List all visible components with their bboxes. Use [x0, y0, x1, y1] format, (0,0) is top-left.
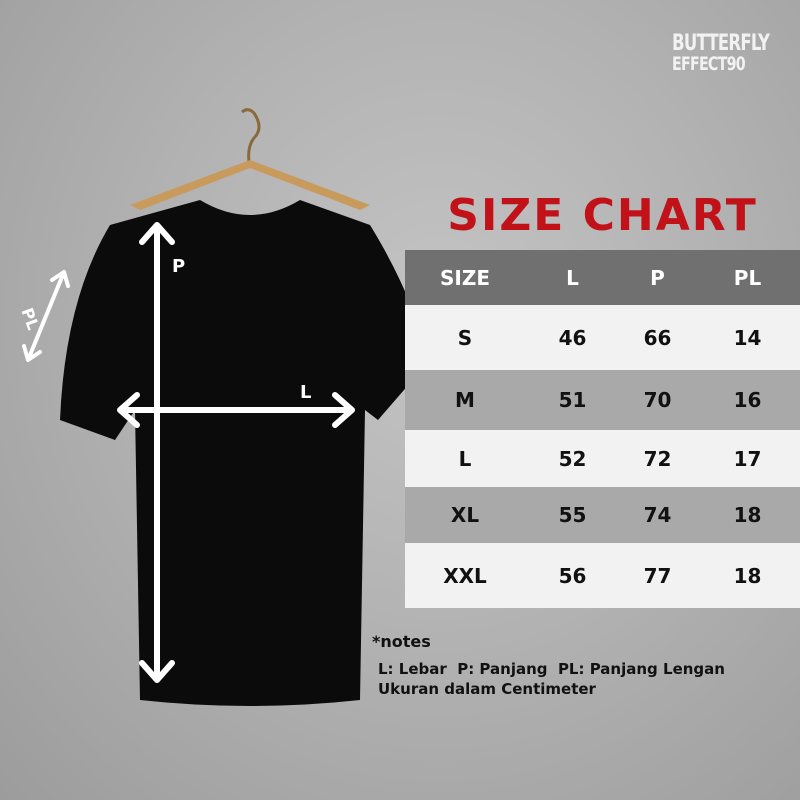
cell: 18 — [733, 563, 762, 588]
cell: 55 — [558, 503, 587, 527]
width-arrow — [117, 392, 355, 428]
cell: 56 — [558, 563, 587, 588]
label-l: L — [300, 382, 311, 403]
tshirt — [60, 200, 430, 706]
notes-line: Ukuran dalam Centimeter — [378, 680, 596, 698]
cell: M — [455, 388, 475, 412]
cell: 72 — [643, 446, 672, 471]
notes-heading: *notes — [372, 632, 431, 651]
table-row: M 51 70 16 — [405, 370, 800, 430]
hanger-hook — [241, 108, 261, 169]
cell: 52 — [558, 446, 587, 471]
header-cell: PL — [733, 265, 762, 290]
cell: 18 — [733, 503, 762, 527]
cell: 66 — [643, 325, 672, 350]
table-row: L 52 72 17 — [405, 430, 800, 487]
hanger — [130, 160, 370, 210]
brand-logo: BUTTERFLY EFFECT90 — [672, 31, 770, 75]
cell: 74 — [643, 503, 672, 527]
table-row: S 46 66 14 — [405, 305, 800, 370]
cell: XXL — [443, 563, 487, 588]
length-arrow — [139, 222, 175, 683]
size-table: SIZE L P PL S 46 66 14 M 51 70 16 L 52 7… — [405, 250, 800, 608]
header-cell: P — [650, 265, 665, 290]
logo-line2: EFFECT90 — [672, 53, 746, 75]
cell: L — [458, 446, 472, 471]
size-chart-title: SIZE CHART — [447, 190, 758, 241]
cell: 77 — [643, 563, 672, 588]
cell: XL — [450, 503, 480, 527]
cell: 17 — [733, 446, 762, 471]
cell: 70 — [643, 388, 672, 412]
table-header: SIZE L P PL — [405, 250, 800, 305]
cell: 51 — [558, 388, 587, 412]
notes-line: L: Lebar P: Panjang PL: Panjang Lengan — [378, 660, 725, 678]
sleeve-arrow — [22, 270, 70, 362]
logo-line1: BUTTERFLY — [672, 31, 770, 56]
header-cell: L — [566, 265, 579, 290]
notes: *notes L: Lebar P: Panjang PL: Panjang L… — [372, 632, 725, 699]
cell: S — [457, 325, 473, 350]
cell: 14 — [733, 325, 762, 350]
cell: 16 — [733, 388, 762, 412]
label-p: P — [172, 256, 185, 277]
cell: 46 — [558, 325, 587, 350]
table-row: XXL 56 77 18 — [405, 543, 800, 608]
table-row: XL 55 74 18 — [405, 487, 800, 543]
header-cell: SIZE — [439, 265, 490, 290]
